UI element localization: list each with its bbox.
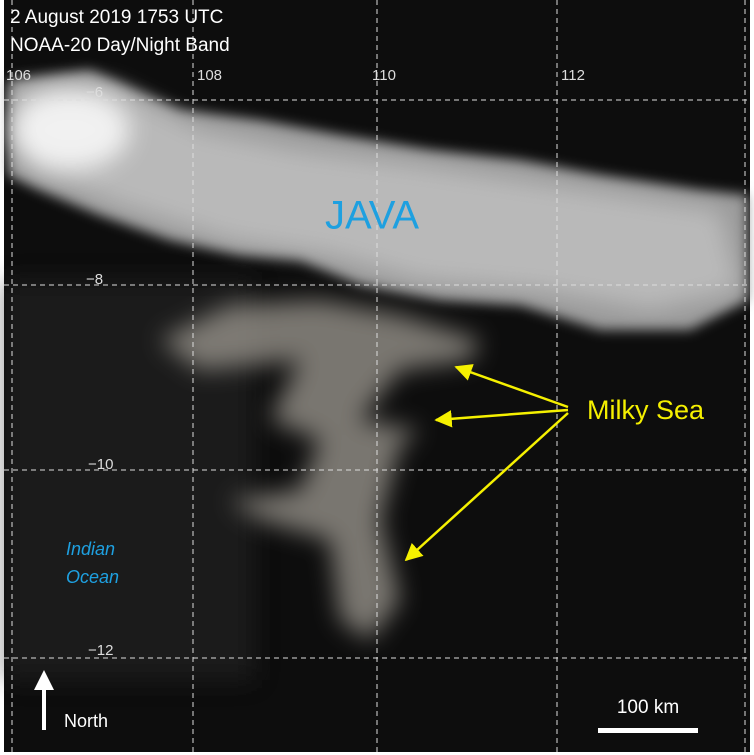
latitude-label: −8: [86, 271, 103, 288]
sensor-label: NOAA-20 Day/Night Band: [10, 35, 230, 56]
scale-bar: [598, 728, 698, 733]
ocean-label: Ocean: [66, 567, 119, 587]
latitude-label: −6: [86, 84, 103, 101]
scale-label: 100 km: [617, 697, 679, 718]
city-lights: [15, 85, 740, 310]
island-label: JAVA: [325, 194, 419, 238]
jakarta-lights: [10, 90, 130, 170]
pointer-arrows: [404, 364, 569, 562]
longitude-label: 110: [372, 67, 396, 84]
feature-label: Milky Sea: [587, 395, 705, 425]
north-label: North: [64, 711, 108, 731]
date-label: 2 August 2019 1753 UTC: [10, 7, 223, 28]
ocean-label: Indian: [66, 539, 115, 559]
latitude-label: −10: [88, 456, 113, 473]
longitude-label: 112: [561, 67, 585, 84]
longitude-label: 108: [197, 67, 222, 84]
latitude-label: −12: [88, 642, 113, 659]
graticule: [4, 0, 750, 752]
longitude-label: 106: [6, 67, 31, 84]
